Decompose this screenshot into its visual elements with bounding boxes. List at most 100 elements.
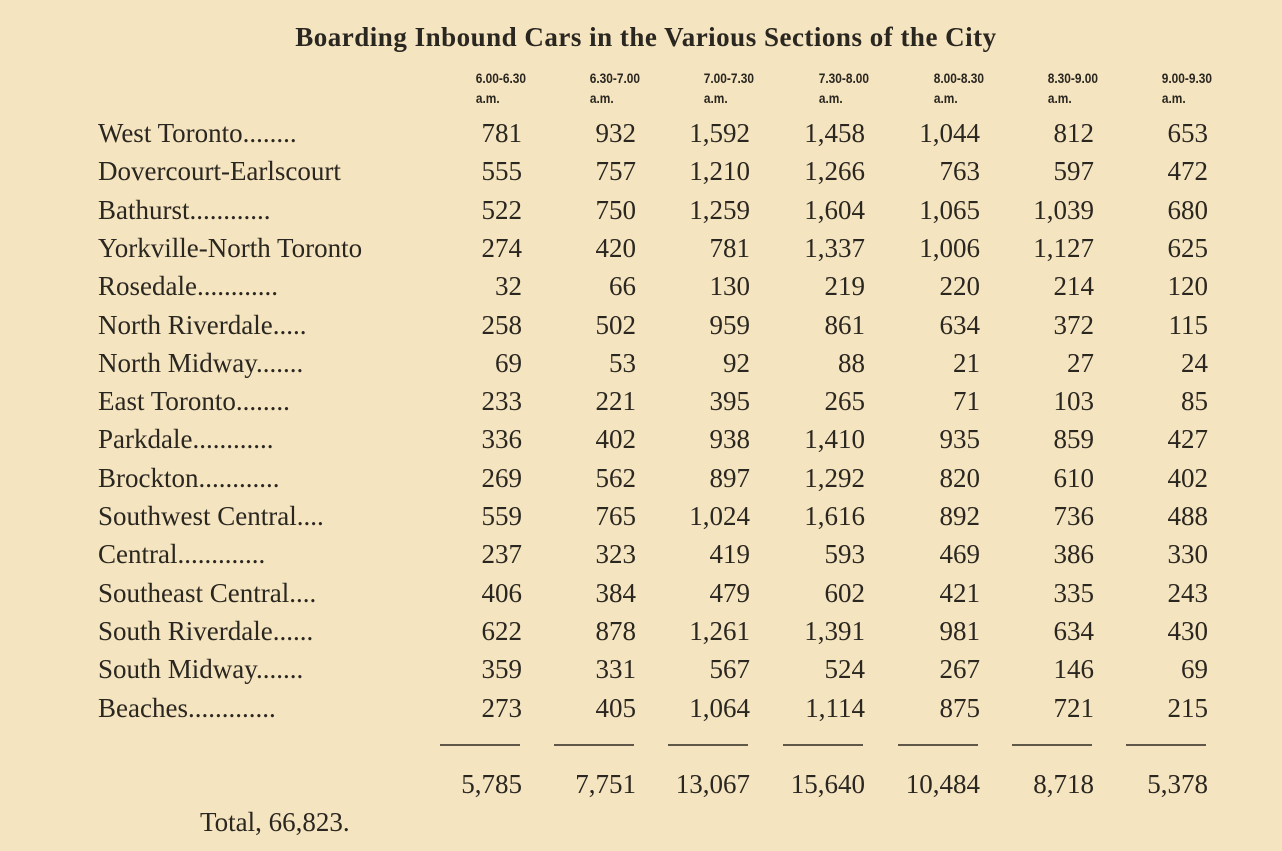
table-cell: 21 [953, 347, 980, 378]
table-cell: 634 [939, 309, 981, 340]
table-cell: 479 [709, 577, 751, 608]
table-cell: 1,266 [804, 156, 865, 187]
table-cell: 258 [481, 309, 523, 340]
column-suffix: a.m. [589, 90, 614, 106]
total-rule [898, 744, 978, 746]
table-cell: 384 [595, 577, 637, 608]
table-cell: 1,292 [804, 462, 865, 493]
table-cell: 736 [1053, 501, 1095, 531]
table-cell: 812 [1053, 118, 1095, 148]
table-cell: 981 [939, 615, 981, 646]
row-section: Parkdale............ [98, 424, 274, 455]
table-cell: 69 [495, 347, 522, 378]
table-cell: 878 [595, 615, 637, 646]
row-section: North Midway....... [98, 347, 304, 378]
table-cell: 267 [939, 654, 981, 685]
table-cell: 765 [595, 501, 637, 531]
table-cell: 395 [709, 386, 751, 417]
table-cell: 750 [595, 194, 637, 225]
table-cell: 274 [481, 232, 523, 263]
table-cell: 555 [481, 156, 523, 187]
table-title: Boarding Inbound Cars in the Various Sec… [295, 22, 997, 52]
table-cell: 781 [709, 232, 751, 263]
table-cell: 567 [709, 654, 751, 685]
column-time: 6.30-7.00 [589, 70, 640, 86]
column-total: 10,484 [905, 769, 980, 799]
table-cell: 402 [595, 424, 637, 455]
table-cell: 472 [1167, 156, 1209, 187]
table-cell: 427 [1167, 424, 1209, 455]
table-cell: 330 [1167, 539, 1209, 570]
table-cell: 405 [595, 692, 637, 723]
table-cell: 103 [1053, 386, 1095, 417]
table-cell: 386 [1053, 539, 1095, 570]
table-cell: 469 [939, 539, 981, 570]
table-cell: 92 [723, 347, 750, 378]
table-cell: 1,259 [689, 194, 750, 225]
table-cell: 24 [1181, 347, 1208, 378]
table-cell: 402 [1167, 462, 1209, 493]
table-cell: 859 [1053, 424, 1095, 455]
table-cell: 597 [1053, 156, 1095, 187]
table-cell: 1,391 [804, 615, 865, 646]
table-cell: 215 [1167, 692, 1209, 723]
column-time: 8.00-8.30 [933, 70, 984, 86]
row-section: Dovercourt-Earlscourt [98, 156, 341, 187]
total-rule [554, 744, 634, 746]
column-total: 13,067 [675, 769, 750, 799]
table-cell: 233 [481, 386, 523, 417]
column-total: 15,640 [790, 769, 865, 799]
table-cell: 1,006 [919, 232, 980, 263]
column-time: 9.00-9.30 [1161, 70, 1212, 86]
table-cell: 221 [595, 386, 637, 417]
table-cell: 634 [1053, 615, 1095, 646]
table-cell: 559 [481, 501, 523, 531]
total-rule [1126, 744, 1206, 746]
table-cell: 763 [939, 156, 981, 187]
table-cell: 1,024 [689, 501, 750, 531]
table-cell: 331 [595, 654, 637, 685]
table-cell: 562 [595, 462, 637, 493]
table-cell: 120 [1167, 271, 1209, 302]
column-header: 6.30-7.00 a.m. [538, 68, 640, 108]
row-section: Southeast Central.... [98, 577, 317, 608]
table-cell: 610 [1053, 462, 1095, 493]
row-section: Brockton............ [98, 462, 280, 493]
table-cell: 420 [595, 232, 637, 263]
column-suffix: a.m. [1047, 90, 1072, 106]
table-cell: 625 [1167, 232, 1209, 263]
table-cell: 820 [939, 462, 981, 493]
table-cell: 932 [595, 118, 637, 148]
table-cell: 1,337 [804, 232, 865, 263]
table-cell: 243 [1167, 577, 1209, 608]
table-cell: 1,261 [689, 615, 750, 646]
column-total: 5,378 [1147, 769, 1208, 799]
table-cell: 1,039 [1033, 194, 1094, 225]
table-cell: 1,044 [919, 118, 980, 148]
table-cell: 1,410 [804, 424, 865, 455]
column-suffix: a.m. [475, 90, 500, 106]
table-cell: 721 [1053, 692, 1095, 723]
table-cell: 1,604 [804, 194, 865, 225]
table-cell: 1,592 [689, 118, 750, 148]
table-cell: 32 [495, 271, 522, 302]
row-section: West Toronto........ [98, 118, 297, 148]
table-cell: 273 [481, 692, 523, 723]
table-cell: 265 [824, 386, 866, 417]
table-cell: 622 [481, 615, 523, 646]
row-section: Southwest Central.... [98, 501, 324, 531]
table-cell: 1,616 [804, 501, 865, 531]
column-total: 5,785 [461, 769, 522, 799]
row-section: Bathurst............ [98, 194, 271, 225]
column-suffix: a.m. [933, 90, 958, 106]
row-section: South Riverdale...... [98, 615, 314, 646]
table-cell: 88 [838, 347, 865, 378]
column-time: 6.00-6.30 [475, 70, 526, 86]
table-cell: 430 [1167, 615, 1209, 646]
row-section: Rosedale............ [98, 271, 278, 302]
table-cell: 53 [609, 347, 636, 378]
column-header: 7.30-8.00 a.m. [767, 68, 869, 108]
grand-total: Total, 66,823. [200, 807, 350, 837]
row-section: North Riverdale..... [98, 309, 307, 340]
row-section: Central............. [98, 539, 266, 570]
